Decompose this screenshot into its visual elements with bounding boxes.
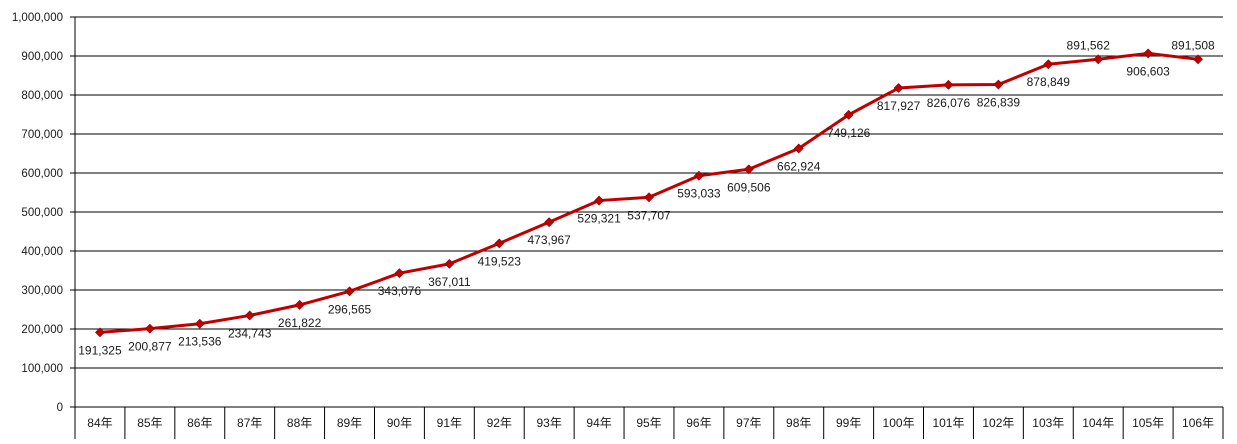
x-tick-label: 89年: [337, 416, 362, 430]
y-tick-label: 1,000,000: [12, 12, 63, 24]
y-tick-label: 200,000: [21, 324, 63, 336]
x-tick-label: 93年: [536, 416, 561, 430]
data-label: 891,508: [1171, 38, 1215, 52]
data-point: [893, 83, 904, 93]
data-label: 609,506: [727, 180, 771, 194]
data-label: 367,011: [428, 275, 471, 289]
x-tick-label: 102年: [982, 416, 1014, 430]
data-point: [244, 310, 255, 321]
y-tick-label: 900,000: [21, 51, 63, 63]
data-label: 906,603: [1126, 64, 1170, 78]
data-point: [793, 143, 804, 154]
y-tick-label: 100,000: [21, 363, 63, 375]
data-label: 200,877: [128, 340, 172, 354]
data-label: 826,839: [977, 96, 1021, 110]
data-label: 213,536: [178, 335, 222, 349]
data-label: 261,822: [278, 316, 322, 330]
data-point: [743, 164, 754, 175]
data-point: [993, 79, 1004, 90]
x-tick-label: 104年: [1082, 416, 1114, 430]
x-tick-label: 98年: [786, 416, 811, 430]
x-tick-label: 94年: [586, 416, 611, 430]
y-tick-label: 600,000: [21, 168, 63, 180]
y-tick-label: 500,000: [21, 207, 63, 219]
data-point: [144, 323, 155, 334]
data-point: [544, 217, 555, 228]
data-point: [644, 192, 654, 203]
x-tick-label: 95年: [636, 416, 661, 430]
x-tick-label: 87年: [237, 416, 262, 430]
data-label: 473,967: [527, 233, 571, 247]
data-point: [444, 258, 455, 269]
data-label: 343,076: [378, 284, 422, 298]
data-point: [194, 318, 205, 329]
x-tick-label: 101年: [932, 416, 964, 430]
x-tick-label: 99年: [836, 416, 861, 430]
data-point: [693, 170, 704, 181]
data-point: [1093, 54, 1104, 65]
x-tick-label: 91年: [437, 416, 462, 430]
x-tick-label: 96年: [686, 416, 711, 430]
x-tick-label: 92年: [487, 416, 512, 430]
x-tick-label: 90年: [387, 416, 412, 430]
y-tick-label: 300,000: [21, 285, 63, 297]
y-tick-label: 400,000: [21, 246, 63, 258]
data-label: 891,562: [1067, 38, 1111, 52]
y-tick-label: 800,000: [21, 90, 63, 102]
data-point: [943, 79, 954, 90]
data-label: 749,126: [827, 126, 871, 140]
x-tick-label: 85年: [137, 416, 162, 430]
data-point: [294, 299, 305, 310]
data-point: [843, 109, 854, 120]
data-label: 878,849: [1027, 75, 1071, 89]
data-point: [1143, 48, 1154, 59]
data-point: [1193, 54, 1203, 65]
x-tick-label: 84年: [87, 416, 112, 430]
y-tick-label: 0: [57, 402, 63, 414]
data-label: 817,927: [877, 99, 921, 113]
x-tick-label: 106年: [1182, 416, 1214, 430]
data-label: 537,707: [627, 208, 671, 222]
data-label: 296,565: [328, 302, 372, 316]
data-point: [95, 327, 105, 338]
data-label: 234,743: [228, 326, 272, 340]
data-label: 419,523: [478, 254, 522, 268]
data-label: 593,033: [677, 187, 721, 201]
data-point: [494, 238, 505, 249]
data-point: [594, 195, 605, 206]
x-tick-label: 103年: [1032, 416, 1064, 430]
data-point: [344, 286, 355, 297]
data-point: [394, 268, 405, 279]
data-label: 826,076: [927, 96, 971, 110]
data-point: [1043, 59, 1054, 70]
x-tick-label: 88年: [287, 416, 312, 430]
x-tick-label: 86年: [187, 416, 212, 430]
data-label: 662,924: [777, 159, 821, 173]
x-tick-label: 97年: [736, 416, 761, 430]
data-label: 529,321: [577, 212, 621, 226]
data-label: 191,325: [78, 343, 122, 357]
x-tick-label: 105年: [1132, 416, 1164, 430]
y-tick-label: 700,000: [21, 129, 63, 141]
x-tick-label: 100年: [883, 416, 915, 430]
